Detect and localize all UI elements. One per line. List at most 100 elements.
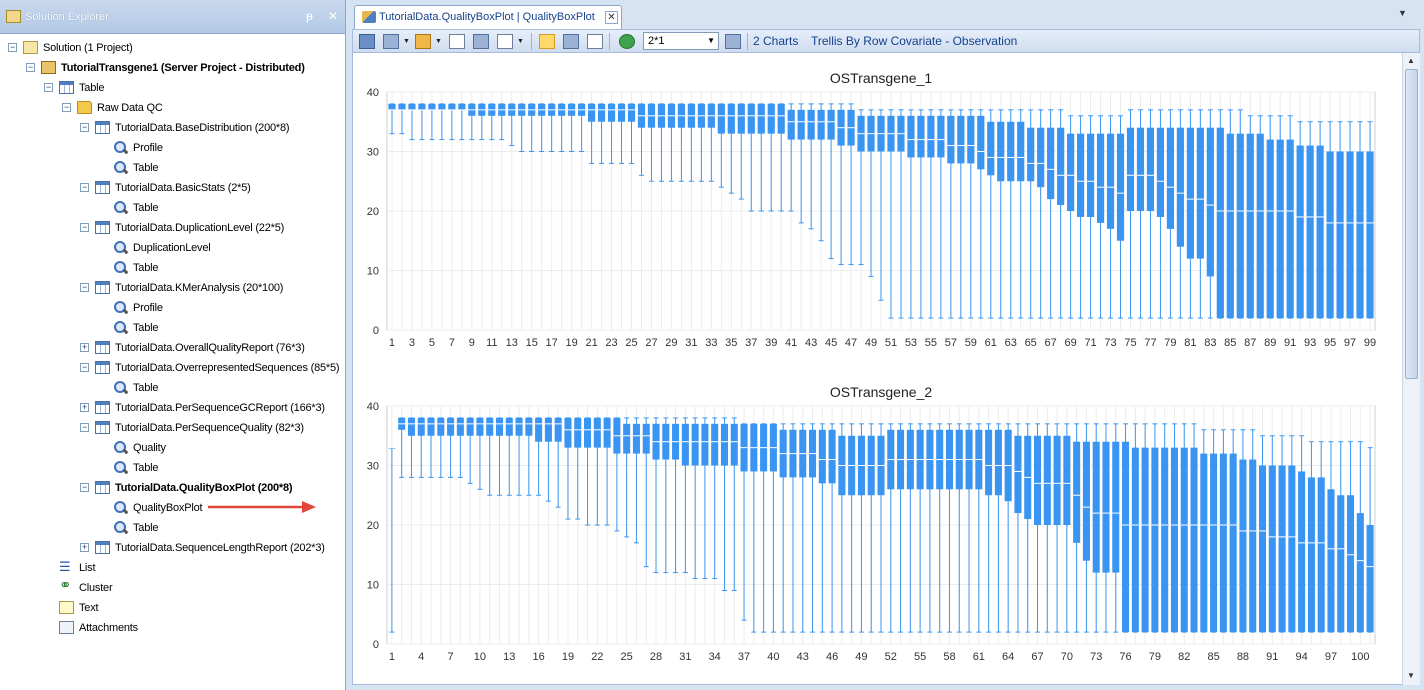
expand-icon[interactable]: + — [80, 342, 89, 352]
tree-item[interactable]: + TutorialData.OverallQualityReport (76*3… — [0, 338, 346, 358]
tree-item[interactable]: − Raw Data QC — [0, 98, 346, 118]
tree-item[interactable]: List — [0, 557, 346, 578]
tree-item[interactable]: − Solution (1 Project) — [0, 38, 346, 58]
box-body — [607, 103, 616, 122]
collapse-icon[interactable]: − — [80, 282, 89, 292]
copy-icon[interactable] — [449, 34, 465, 49]
chevron-down-icon[interactable]: ▼ — [707, 36, 715, 45]
tree-item[interactable]: Table — [0, 158, 346, 178]
tree-item[interactable]: Quality — [0, 438, 346, 458]
copy-chart-dropdown-icon[interactable]: ▼ — [403, 38, 410, 45]
tree-item-label: TutorialData.QualityBoxPlot (200*8) — [115, 482, 293, 494]
zoom-icon[interactable] — [563, 34, 579, 49]
tree-item[interactable]: − TutorialData.BaseDistribution (200*8) — [0, 118, 346, 138]
tree-item[interactable]: − TutorialData.OverrepresentedSequences (… — [0, 358, 346, 378]
select-pointer-icon[interactable] — [539, 34, 555, 49]
tree-item[interactable]: Table — [0, 378, 346, 398]
layout-combobox[interactable]: 2*1 ▼ — [643, 32, 719, 50]
tree-item[interactable]: Profile — [0, 138, 346, 158]
export-dropdown-icon[interactable]: ▼ — [435, 38, 442, 45]
box-body — [417, 417, 425, 436]
tree-item[interactable]: Attachments — [0, 618, 346, 638]
x-tick-label: 57 — [945, 337, 957, 349]
tree-item[interactable]: + TutorialData.PerSequenceGCReport (166*3… — [0, 398, 346, 418]
box-body — [1033, 435, 1042, 525]
x-tick-label: 67 — [1031, 651, 1043, 663]
box-body — [1190, 447, 1198, 633]
copy-chart-icon[interactable] — [383, 34, 399, 49]
tree-item[interactable]: Table — [0, 458, 346, 478]
chart-canvas[interactable]: OSTransgene_1 0 10 20 30 40 1 3 5 7 9 11 13 15 17 19 21 2… — [352, 53, 1402, 685]
collapse-icon[interactable]: − — [80, 422, 89, 432]
box-body — [623, 423, 631, 454]
document-area: TutorialData.QualityBoxPlot | QualityBox… — [350, 0, 1424, 690]
charts-count-button[interactable]: 2 Charts — [753, 34, 799, 48]
collapse-icon[interactable]: − — [80, 182, 89, 192]
fit-to-window-icon[interactable] — [587, 34, 603, 49]
close-icon[interactable]: ✕ — [328, 9, 339, 23]
chart-title: OSTransgene_1 — [830, 70, 932, 86]
x-tick-label: 75 — [1124, 337, 1136, 349]
tree-item[interactable]: − TutorialData.DuplicationLevel (22*5) — [0, 218, 346, 238]
tree-item[interactable]: − TutorialData.PerSequenceQuality (82*3) — [0, 418, 346, 438]
trellis-layout-icon[interactable] — [725, 34, 741, 49]
properties-icon[interactable] — [359, 34, 375, 49]
tree-item[interactable]: − TutorialData.BasicStats (2*5) — [0, 178, 346, 198]
expand-icon[interactable]: + — [80, 542, 89, 552]
box-body — [1219, 453, 1227, 633]
box-body — [917, 115, 925, 158]
tab-quality-box-plot[interactable]: TutorialData.QualityBoxPlot | QualityBox… — [354, 5, 622, 29]
collapse-icon[interactable]: − — [80, 222, 89, 232]
export-icon[interactable] — [415, 34, 431, 49]
vertical-scrollbar[interactable]: ▲ ▼ — [1402, 53, 1420, 685]
scroll-down-icon[interactable]: ▼ — [1407, 671, 1415, 680]
x-tick-label: 88 — [1237, 651, 1249, 663]
trellis-by-button[interactable]: Trellis By Row Covariate - Observation — [811, 34, 1018, 48]
print-icon[interactable] — [497, 34, 513, 49]
tree-item[interactable]: Table — [0, 198, 346, 218]
box-plot-chart-2[interactable]: OSTransgene_2 0 10 20 30 40 1 4 7 10 13 16 19 22 25 28 3… — [353, 379, 1403, 679]
paste-icon[interactable] — [473, 34, 489, 49]
box-body — [554, 417, 562, 442]
tab-close-icon[interactable]: ✕ — [605, 11, 618, 24]
tree-item[interactable]: Table — [0, 518, 346, 538]
tree-item[interactable]: − Table — [0, 78, 346, 98]
collapse-icon[interactable]: − — [26, 62, 35, 72]
collapse-icon[interactable]: − — [80, 482, 89, 492]
collapse-icon[interactable]: − — [80, 122, 89, 132]
tree-item[interactable]: − TutorialData.QualityBoxPlot (200*8) — [0, 478, 346, 498]
collapse-icon[interactable]: − — [62, 102, 71, 112]
tree-item[interactable]: Table — [0, 258, 346, 278]
collapse-icon[interactable]: − — [8, 42, 17, 52]
x-tick-label: 63 — [1005, 337, 1017, 349]
scrollbar-thumb[interactable] — [1405, 69, 1418, 379]
refresh-icon[interactable] — [619, 34, 635, 49]
scroll-up-icon[interactable]: ▲ — [1407, 56, 1415, 65]
x-tick-label: 7 — [449, 337, 455, 349]
collapse-icon[interactable]: − — [80, 362, 89, 372]
tab-list-dropdown-icon[interactable]: ▼ — [1398, 8, 1407, 18]
expand-icon[interactable]: + — [80, 402, 89, 412]
tree-item[interactable]: + TutorialData.SequenceLengthReport (202*… — [0, 538, 346, 558]
tree-item[interactable]: QualityBoxPlot — [0, 498, 346, 518]
table-icon — [95, 541, 110, 554]
tree-item[interactable]: − TutorialData.KMerAnalysis (20*100) — [0, 278, 346, 298]
box-body — [1200, 453, 1208, 633]
box-body — [1102, 441, 1110, 573]
collapse-icon[interactable]: − — [44, 82, 53, 92]
x-tick-label: 59 — [965, 337, 977, 349]
tree-item[interactable]: Table — [0, 318, 346, 338]
x-tick-label: 9 — [469, 337, 475, 349]
tree-item[interactable]: DuplicationLevel — [0, 238, 346, 258]
tree-item[interactable]: Cluster — [0, 576, 346, 598]
box-body — [1122, 441, 1130, 633]
tree-item-label: TutorialData.OverallQualityReport (76*3) — [115, 342, 305, 354]
print-dropdown-icon[interactable]: ▼ — [517, 38, 524, 45]
tree-item[interactable]: − TutorialTransgene1 (Server Project - Di… — [0, 58, 346, 78]
pin-icon[interactable]: ᵽ — [306, 9, 313, 23]
tree-item[interactable]: Profile — [0, 298, 346, 318]
tree-item[interactable]: Text — [0, 598, 346, 618]
tree-item-label: TutorialData.PerSequenceGCReport (166*3) — [115, 402, 325, 414]
box-body — [1278, 465, 1286, 633]
